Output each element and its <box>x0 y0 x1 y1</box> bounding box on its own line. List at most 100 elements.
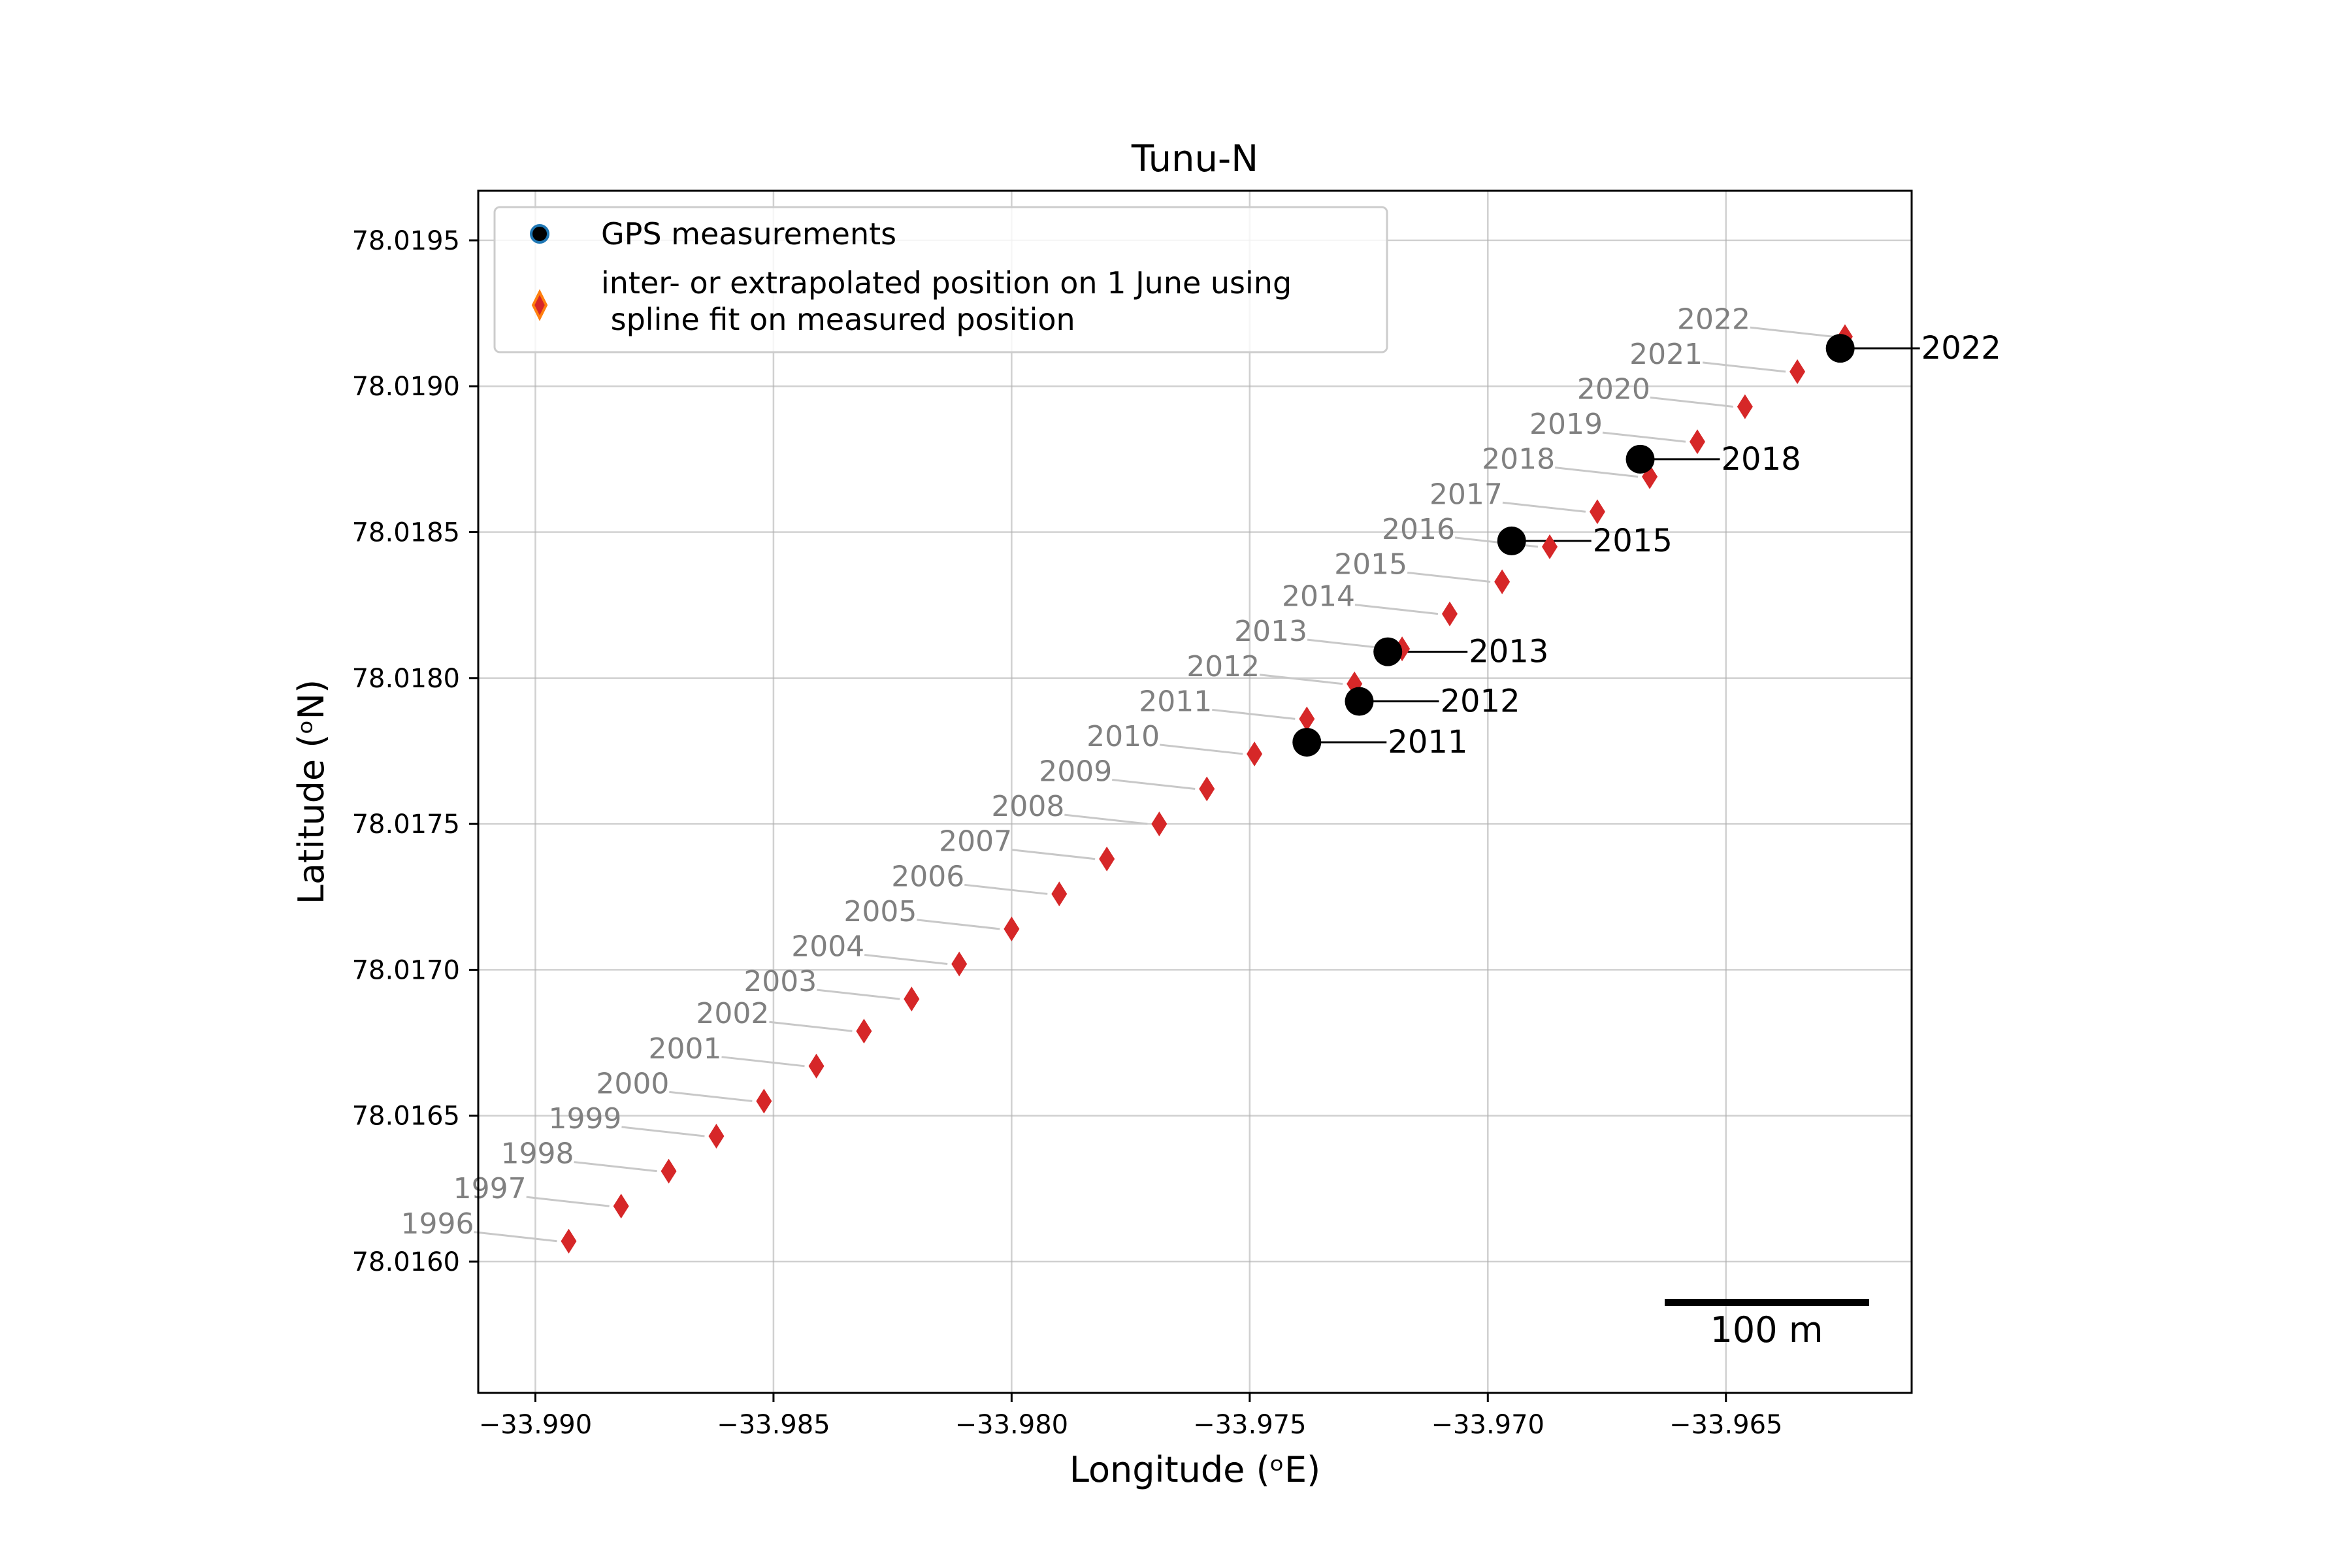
interp-point <box>661 1158 677 1184</box>
legend-interp-label-line: inter- or extrapolated position on 1 Jun… <box>601 265 1292 301</box>
interp-year-label: 2019 <box>1529 408 1603 441</box>
gps-point <box>1625 444 1655 474</box>
interp-point <box>613 1194 629 1219</box>
legend-interp-label-line: spline fit on measured position <box>601 302 1075 337</box>
y-tick-label: 78.0180 <box>352 664 460 694</box>
interp-year-label: 2003 <box>743 965 817 998</box>
gps-year-label: 2012 <box>1440 683 1520 720</box>
interp-leader-line <box>574 1161 657 1173</box>
interp-leader-line <box>964 883 1048 895</box>
interp-point <box>951 951 968 977</box>
y-tick-label: 78.0160 <box>352 1247 460 1277</box>
y-tick-label: 78.0185 <box>352 518 460 548</box>
interp-leader-line <box>1112 779 1196 791</box>
interp-point <box>1247 741 1263 766</box>
gps-point <box>1292 728 1322 757</box>
interp-point <box>756 1088 772 1114</box>
interp-leader-line <box>864 954 948 965</box>
y-tick-label: 78.0170 <box>352 955 460 985</box>
y-tick-label: 78.0175 <box>352 809 460 840</box>
interp-year-label: 2009 <box>1039 755 1112 789</box>
interp-leader-line <box>1407 571 1491 583</box>
interp-leader-line <box>1502 501 1586 513</box>
interp-year-label: 2005 <box>843 895 917 928</box>
gps-year-label: 2022 <box>1921 330 2001 367</box>
interp-leader-line <box>1750 326 1834 338</box>
interp-year-label: 2013 <box>1234 615 1307 648</box>
interp-year-label: 2020 <box>1577 372 1650 406</box>
gps-point <box>1497 526 1526 555</box>
interp-year-label: 2011 <box>1139 685 1212 718</box>
y-axis-label: Latitude (ᵒN) <box>291 679 332 904</box>
interp-year-label: 2004 <box>791 930 864 963</box>
interp-leader-line <box>1212 708 1296 720</box>
interp-leader-line <box>1064 813 1148 825</box>
interp-leader-line <box>1159 743 1243 755</box>
gps-year-label: 2018 <box>1722 441 1801 478</box>
interp-leader-line <box>474 1231 557 1243</box>
interp-year-label: 2002 <box>696 997 769 1030</box>
interp-year-label: 2014 <box>1282 580 1355 613</box>
interp-year-label: 2006 <box>891 860 964 893</box>
interp-point <box>1737 394 1753 419</box>
y-tick-label: 78.0195 <box>352 226 460 256</box>
interp-year-label: 2007 <box>939 825 1012 858</box>
interp-year-label: 2016 <box>1382 513 1455 546</box>
interp-year-label: 1999 <box>548 1102 621 1135</box>
x-axis-label: Longitude (ᵒE) <box>1070 1449 1320 1490</box>
scale-bar-line <box>1665 1299 1869 1306</box>
interp-point <box>856 1019 872 1044</box>
y-tick-label: 78.0165 <box>352 1102 460 1132</box>
interp-leader-line <box>1260 674 1343 685</box>
interp-year-label: 2021 <box>1629 338 1703 371</box>
legend-gps-label: GPS measurements <box>601 216 896 252</box>
interp-point <box>1589 499 1605 525</box>
legend: GPS measurements inter- or extrapolated … <box>493 206 1388 353</box>
interp-leader-line <box>1354 604 1439 615</box>
interp-point <box>808 1053 825 1079</box>
interp-leader-line <box>1650 396 1734 408</box>
x-tick-label: −33.990 <box>479 1410 592 1440</box>
gps-year-label: 2013 <box>1469 634 1548 670</box>
interp-leader-line <box>769 1021 853 1032</box>
interp-point <box>561 1228 577 1254</box>
interp-point <box>1494 569 1511 595</box>
interp-point <box>1689 429 1705 455</box>
interp-point <box>708 1123 725 1149</box>
scale-bar: 100 m <box>1665 1299 1869 1350</box>
interp-year-label: 1996 <box>401 1207 474 1241</box>
interp-leader-line <box>1602 431 1686 443</box>
interp-year-label: 1998 <box>501 1137 574 1171</box>
gps-point <box>1373 637 1403 666</box>
interp-leader-line <box>1702 361 1786 373</box>
y-tick-label: 78.0190 <box>352 372 460 402</box>
interp-point <box>1441 601 1458 627</box>
legend-interp-label: inter- or extrapolated position on 1 Jun… <box>601 265 1292 337</box>
interp-point <box>1051 881 1068 907</box>
x-tick-label: −33.970 <box>1431 1410 1544 1440</box>
interp-year-label: 2022 <box>1677 302 1750 336</box>
year-labels: 1996199719981999200020012002200320042005… <box>401 302 2001 1240</box>
interp-leader-line <box>721 1056 805 1068</box>
interp-year-label: 2015 <box>1334 547 1407 581</box>
interp-leader-line <box>1011 849 1096 860</box>
interp-point <box>1099 846 1115 872</box>
interp-year-label: 2000 <box>596 1067 669 1100</box>
interp-point <box>1299 706 1315 732</box>
interp-leader-line <box>917 919 1000 930</box>
interp-year-label: 2001 <box>649 1032 722 1066</box>
interp-year-label: 2010 <box>1086 720 1160 753</box>
interp-year-label: 1997 <box>453 1172 527 1205</box>
gps-year-label: 2011 <box>1388 724 1467 760</box>
interp-point <box>1789 359 1806 384</box>
gps-point <box>1825 334 1855 363</box>
x-tick-label: −33.975 <box>1193 1410 1306 1440</box>
interp-leader-line <box>817 988 900 1000</box>
legend-box <box>493 206 1388 353</box>
x-tick-label: −33.980 <box>955 1410 1068 1440</box>
interp-point <box>1004 916 1020 941</box>
interp-year-label: 2017 <box>1429 478 1503 511</box>
x-tick-label: −33.985 <box>717 1410 830 1440</box>
plot-frame <box>477 189 1913 1394</box>
